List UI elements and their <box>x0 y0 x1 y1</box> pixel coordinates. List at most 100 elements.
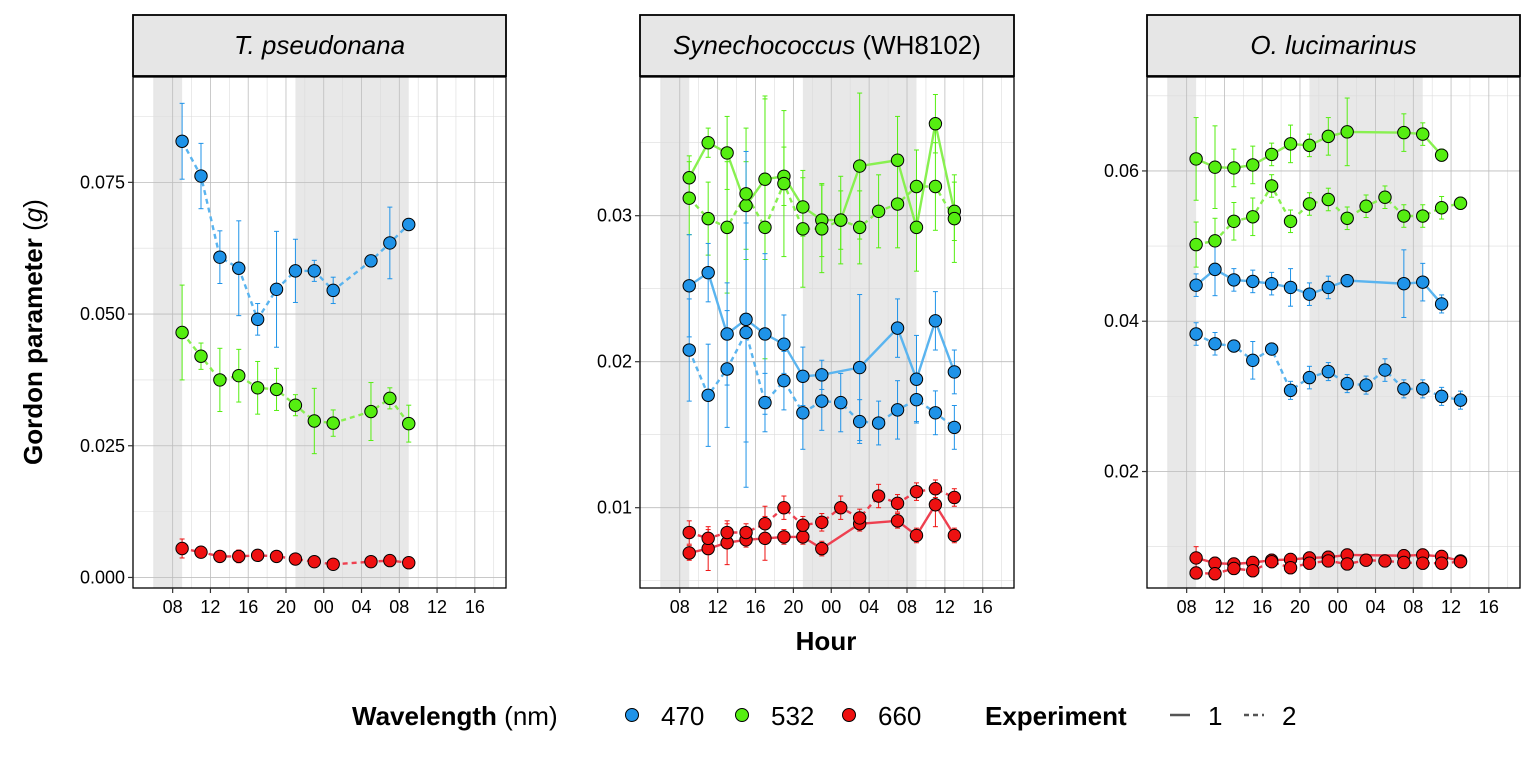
data-point-660-exp2 <box>1397 555 1411 570</box>
y-tick-label: 0.03 <box>597 206 632 226</box>
data-point-470-exp2 <box>1453 393 1468 407</box>
data-point-532-exp2 <box>720 220 734 235</box>
x-tick-label: 00 <box>1328 597 1348 617</box>
data-point-470-exp1 <box>815 368 829 382</box>
data-point-470-exp2 <box>364 254 378 268</box>
data-point-470-exp2 <box>682 343 696 357</box>
data-point-470-exp2 <box>175 134 189 148</box>
x-tick-label: 16 <box>1252 597 1272 617</box>
panel-title: T. pseudonana <box>234 30 405 60</box>
plot-area <box>133 77 506 588</box>
data-point-660-exp2 <box>928 482 943 496</box>
data-point-470-exp2 <box>232 261 246 275</box>
data-point-470-exp1 <box>928 314 943 328</box>
y-tick-label: 0.02 <box>1104 462 1139 482</box>
data-point-660-exp2 <box>1302 556 1317 570</box>
data-point-532-exp1 <box>701 136 715 150</box>
data-point-660-exp2 <box>307 554 322 569</box>
data-point-470-exp2 <box>1321 364 1336 379</box>
data-point-532-exp2 <box>1359 199 1373 213</box>
panel-strip <box>132 14 507 77</box>
x-tick-label: 12 <box>708 597 728 617</box>
data-point-532-exp2 <box>815 222 829 236</box>
data-point-470-exp1 <box>739 312 753 327</box>
series-line-532-exp2 <box>688 182 956 231</box>
data-point-470-exp2 <box>1264 342 1279 356</box>
panel-1: T. pseudonana 0.000 0.025 0.050 0.075 08 12 16 2… <box>80 14 507 617</box>
data-point-470-exp1 <box>1302 287 1317 301</box>
data-point-660-exp2 <box>815 515 829 529</box>
night-band <box>295 77 409 588</box>
legend-key-660 <box>842 708 856 722</box>
legend-key-470 <box>625 708 639 722</box>
y-tick-label: 0.01 <box>597 498 632 518</box>
data-point-532-exp2 <box>739 187 753 201</box>
data-point-532-exp1 <box>928 117 943 131</box>
data-point-470-exp2 <box>250 312 265 327</box>
data-point-532-exp2 <box>682 191 696 205</box>
panel-border <box>1146 76 1521 589</box>
data-point-660-exp2 <box>1189 566 1203 580</box>
y-tick-label: 0.050 <box>80 304 125 324</box>
data-point-470-exp1 <box>1208 262 1222 277</box>
data-point-470-exp2 <box>1416 382 1430 396</box>
y-axis-title: Gordon parameter (g) <box>18 199 48 465</box>
x-tick-label: 12 <box>1214 597 1234 617</box>
data-point-532-exp2 <box>213 373 227 387</box>
night-band <box>1309 77 1423 588</box>
panel-title: Synechococcus (WH8102) <box>673 30 981 60</box>
data-point-470-exp2 <box>758 395 772 410</box>
night-band <box>660 77 690 588</box>
data-point-532-exp2 <box>777 176 791 191</box>
data-point-660-exp2 <box>288 552 303 566</box>
data-point-532-exp2 <box>909 179 924 194</box>
series-line-532-exp1 <box>688 122 956 229</box>
x-tick-label: 12 <box>427 597 447 617</box>
data-point-532-exp2 <box>402 416 416 431</box>
data-point-470-exp1 <box>777 337 791 351</box>
data-point-660-exp2 <box>175 541 189 556</box>
data-point-660-exp2 <box>739 525 753 540</box>
data-point-532-exp2 <box>1340 211 1354 225</box>
data-point-660-exp2 <box>909 484 924 499</box>
data-point-470-exp1 <box>852 360 867 375</box>
x-tick-label: 16 <box>745 597 765 617</box>
data-point-660-exp2 <box>758 517 772 531</box>
data-point-532-exp2 <box>1283 214 1298 228</box>
x-tick-label: 20 <box>783 597 803 617</box>
data-point-470-exp2 <box>269 282 284 297</box>
legend-label-660: 660 <box>878 701 921 731</box>
data-point-532-exp1 <box>1283 137 1298 151</box>
x-tick-label: 12 <box>935 597 955 617</box>
data-point-470-exp2 <box>1397 382 1411 396</box>
data-point-470-exp1 <box>1416 275 1430 289</box>
data-point-660-exp1 <box>909 528 924 543</box>
y-tick-label: 0.075 <box>80 172 125 192</box>
x-tick-label: 08 <box>670 597 690 617</box>
data-point-532-exp1 <box>1340 125 1354 139</box>
data-point-470-exp2 <box>815 394 829 408</box>
data-point-470-exp1 <box>1340 273 1354 288</box>
data-point-660-exp1 <box>777 530 791 544</box>
data-point-470-exp1 <box>1283 280 1298 295</box>
data-point-470-exp2 <box>720 362 734 376</box>
data-point-532-exp2 <box>1416 209 1430 223</box>
y-tick-label: 0.02 <box>597 352 632 372</box>
x-tick-label: 04 <box>859 597 879 617</box>
data-point-532-exp2 <box>364 404 378 419</box>
x-tick-label: 20 <box>276 597 296 617</box>
x-tick-label: 20 <box>1290 597 1310 617</box>
x-tick-label: 08 <box>163 597 183 617</box>
data-point-532-exp2 <box>250 381 265 395</box>
data-point-660-exp2 <box>1359 553 1373 567</box>
data-point-470-exp2 <box>1208 337 1222 351</box>
data-point-660-exp1 <box>815 541 829 556</box>
plot-area <box>1147 77 1520 588</box>
plot-area <box>640 77 1014 588</box>
data-point-660-exp2 <box>250 548 265 563</box>
x-axis-title: Hour <box>796 626 857 656</box>
data-point-470-exp2 <box>1189 327 1203 341</box>
data-point-470-exp1 <box>947 365 962 379</box>
data-point-470-exp1 <box>1434 297 1449 311</box>
